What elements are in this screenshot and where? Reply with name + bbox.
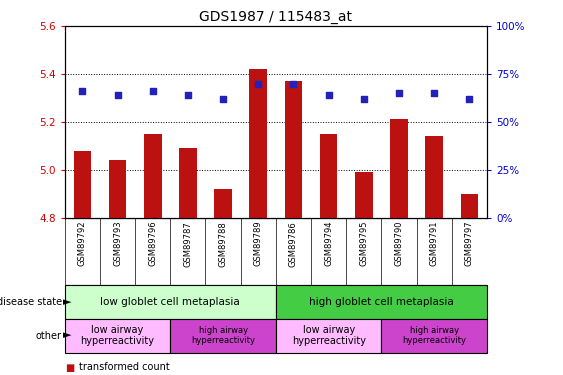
Point — [148, 88, 157, 94]
Point — [430, 90, 439, 96]
Text: disease state: disease state — [0, 297, 62, 307]
Bar — [109, 160, 126, 218]
Point — [395, 90, 404, 96]
Text: GSM89792: GSM89792 — [78, 221, 87, 266]
Text: transformed count: transformed count — [79, 363, 169, 372]
Bar — [461, 194, 478, 217]
Bar — [74, 151, 91, 217]
Bar — [65, 319, 171, 352]
Bar — [276, 319, 382, 352]
Bar — [179, 148, 196, 217]
Point — [324, 92, 333, 98]
Bar — [355, 172, 373, 217]
Bar — [144, 134, 162, 218]
Bar — [249, 69, 267, 218]
Bar — [276, 285, 487, 319]
Point — [218, 96, 227, 102]
Text: low airway
hyperreactivity: low airway hyperreactivity — [81, 325, 154, 346]
Text: GSM89787: GSM89787 — [184, 221, 193, 267]
Text: low globlet cell metaplasia: low globlet cell metaplasia — [100, 297, 240, 307]
Text: ►: ► — [63, 297, 72, 307]
Bar — [171, 319, 276, 352]
Text: GSM89793: GSM89793 — [113, 221, 122, 267]
Text: GSM89786: GSM89786 — [289, 221, 298, 267]
Text: GSM89794: GSM89794 — [324, 221, 333, 266]
Bar — [285, 81, 302, 218]
Bar — [390, 120, 408, 218]
Bar — [215, 189, 232, 217]
Text: low airway
hyperreactivity: low airway hyperreactivity — [292, 325, 365, 346]
Point — [289, 81, 298, 87]
Text: GSM89795: GSM89795 — [359, 221, 368, 266]
Text: other: other — [36, 331, 62, 340]
Point — [184, 92, 193, 98]
Point — [465, 96, 474, 102]
Text: GSM89791: GSM89791 — [430, 221, 439, 266]
Text: GSM89790: GSM89790 — [395, 221, 404, 266]
Text: GSM89788: GSM89788 — [218, 221, 227, 267]
Text: GSM89789: GSM89789 — [254, 221, 263, 267]
Text: GSM89796: GSM89796 — [148, 221, 157, 267]
Text: GSM89797: GSM89797 — [465, 221, 474, 267]
Text: ►: ► — [63, 331, 72, 340]
Text: ■: ■ — [65, 363, 74, 372]
Text: high globlet cell metaplasia: high globlet cell metaplasia — [309, 297, 454, 307]
Point — [359, 96, 368, 102]
Title: GDS1987 / 115483_at: GDS1987 / 115483_at — [199, 10, 352, 24]
Text: high airway
hyperreactivity: high airway hyperreactivity — [191, 326, 255, 345]
Bar — [382, 319, 487, 352]
Bar — [65, 285, 276, 319]
Bar — [320, 134, 337, 218]
Bar — [426, 136, 443, 218]
Point — [78, 88, 87, 94]
Point — [113, 92, 122, 98]
Point — [254, 81, 263, 87]
Text: high airway
hyperreactivity: high airway hyperreactivity — [402, 326, 466, 345]
